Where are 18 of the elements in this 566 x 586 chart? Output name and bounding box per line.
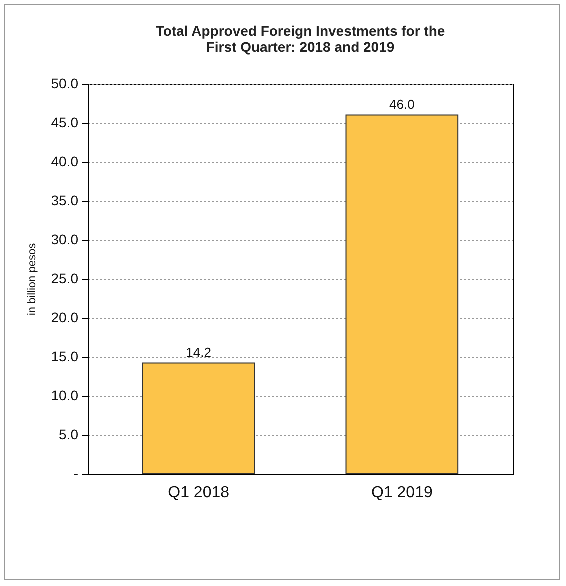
x-tick-label: Q1 2019: [371, 484, 433, 502]
text: Total Approved Foreign Investments for the: [156, 23, 446, 39]
y-tick-label: 5.0: [59, 426, 79, 442]
y-tick-label: 35.0: [51, 192, 79, 208]
data-label: 14.2: [186, 345, 212, 360]
y-tick-label: -: [74, 466, 79, 482]
y-tick-label: 15.0: [51, 348, 79, 364]
y-tick-label: 30.0: [51, 232, 79, 248]
data-label: 46.0: [390, 97, 415, 112]
y-tick-label: 25.0: [51, 270, 79, 286]
y-axis-title: in billion pesos: [26, 242, 38, 316]
text: First Quarter: 2018 and 2019: [206, 39, 395, 55]
y-tick-label: 40.0: [51, 154, 79, 170]
y-tick-label: 10.0: [51, 388, 79, 404]
y-tick-label: 50.0: [51, 76, 79, 92]
y-tick-label: 20.0: [51, 310, 79, 326]
y-tick-label: 45.0: [51, 114, 79, 130]
x-tick-label: Q1 2018: [168, 484, 230, 502]
